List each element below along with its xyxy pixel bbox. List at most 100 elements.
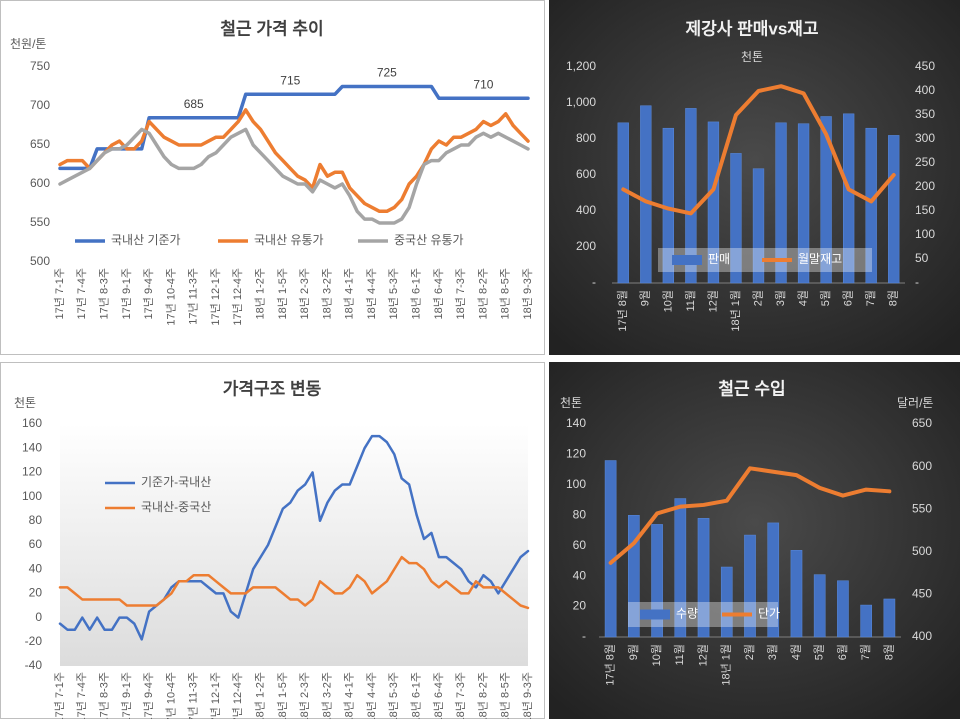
y2-tick-label: 200 <box>915 179 935 193</box>
y-tick-label: -40 <box>25 658 43 672</box>
y-tick-label: 100 <box>566 477 586 491</box>
annotation: 725 <box>377 66 397 80</box>
legend-label: 국내산-중국산 <box>141 500 211 514</box>
y-tick-label: 80 <box>573 507 587 521</box>
x-tick-label: 9월 <box>627 644 640 660</box>
y-tick-label: 600 <box>30 176 50 190</box>
y-tick-label: 40 <box>573 568 587 582</box>
y2-tick-label: 300 <box>915 131 935 145</box>
annotation: 715 <box>280 73 300 87</box>
x-tick-label: 5월 <box>813 644 826 660</box>
line-series <box>608 466 892 565</box>
y2-tick-label: 250 <box>915 155 935 169</box>
x-tick-label: 17년 12-4주 <box>231 672 244 719</box>
x-tick-label: 18년 8-5주 <box>499 268 512 319</box>
x-tick-label: 18년 3-2주 <box>320 268 333 319</box>
x-tick-label: 6월 <box>836 644 849 660</box>
x-tick-label: 18년 6-1주 <box>409 268 422 319</box>
x-tick-label: 18년 4-4주 <box>365 672 378 719</box>
x-tick-label: 17년 7-4주 <box>75 672 88 719</box>
y-tick-label: 80 <box>29 513 43 527</box>
x-tick-label: 10월 <box>650 644 663 666</box>
x-tick-label: 8월 <box>882 644 895 660</box>
x-tick-label: 18년 1-5주 <box>276 268 289 319</box>
x-tick-label: 17년 10-4주 <box>164 268 177 326</box>
y-tick-label: -20 <box>25 634 43 648</box>
bar <box>767 522 780 638</box>
y2-tick-label: 350 <box>915 107 935 121</box>
x-tick-label: 18년 8-5주 <box>499 672 512 719</box>
x-tick-label: 3월 <box>774 290 787 306</box>
x-tick-label: 18년 7-3주 <box>454 268 467 319</box>
y2-tick-label: 150 <box>915 203 935 217</box>
x-tick-label: 18년 7-3주 <box>454 672 467 719</box>
x-tick-label: 6월 <box>842 290 855 306</box>
y-tick-label: 100 <box>22 489 42 503</box>
y-tick-label: 120 <box>566 447 586 461</box>
y-tick-label: 600 <box>576 167 596 181</box>
x-tick-label: 17년 12-4주 <box>231 268 244 326</box>
x-tick-label: 17년 7-1주 <box>53 268 66 319</box>
x-tick-label: 18년 9-3주 <box>521 268 534 319</box>
bar <box>730 153 742 284</box>
x-tick-label: 18년 3-2주 <box>320 672 333 719</box>
bar <box>797 123 810 284</box>
bar <box>842 113 855 284</box>
line-series <box>58 127 530 225</box>
legend-label: 국내산 기준가 <box>111 233 181 247</box>
y2-tick-label: 450 <box>915 59 935 73</box>
x-tick-label: 18년 1월 <box>720 644 733 686</box>
x-tick-label: 18년 8-2주 <box>476 672 489 719</box>
y-tick-label: 40 <box>29 561 43 575</box>
subtitle: 천톤 <box>741 49 763 64</box>
y2-tick-label: 400 <box>912 629 932 643</box>
annotation: 685 <box>184 97 204 111</box>
y2-tick-label: 650 <box>912 416 932 430</box>
y-tick-label: 60 <box>29 537 43 551</box>
x-tick-label: 17년 11-3주 <box>187 672 200 719</box>
x-tick-label: 7월 <box>859 644 872 660</box>
legend-label: 월말재고 <box>798 252 842 266</box>
y-tick-label: 200 <box>576 239 596 253</box>
y-tick-label: 20 <box>573 599 587 613</box>
x-tick-label: 3월 <box>766 644 779 660</box>
x-tick-label: 9월 <box>639 290 652 306</box>
x-tick-label: 18년 1-5주 <box>276 672 289 719</box>
bar <box>820 116 832 284</box>
y-tick-label: 550 <box>30 215 50 229</box>
x-tick-label: 4월 <box>796 290 809 306</box>
y-tick-label: 1,200 <box>566 59 596 73</box>
x-tick-label: 17년 12-1주 <box>209 672 222 719</box>
bar <box>860 604 872 638</box>
y2-tick-label: 100 <box>915 227 935 241</box>
x-tick-label: 18년 4-4주 <box>365 268 378 319</box>
bar <box>674 498 687 638</box>
y2-tick-label: 450 <box>912 587 932 601</box>
y-tick-label: 500 <box>30 254 50 268</box>
y-tick-label: 750 <box>30 59 50 73</box>
y-tick-label: 650 <box>30 137 50 151</box>
x-tick-label: 17년 8월 <box>604 644 617 686</box>
bar <box>617 122 629 284</box>
x-tick-label: 18년 8-2주 <box>476 268 489 319</box>
y2-axis-label: 달러/톤 <box>897 396 933 410</box>
y-axis-label: 천원/톤 <box>10 36 46 51</box>
chart-title: 철근 수입 <box>718 379 785 398</box>
y-tick-label: - <box>582 629 586 643</box>
y-tick-label: 160 <box>22 416 42 430</box>
y-tick-label: 20 <box>29 586 43 600</box>
chart-title: 가격구조 변동 <box>223 379 322 398</box>
x-tick-label: 18년 5-3주 <box>387 268 400 319</box>
line-series <box>58 555 530 610</box>
x-tick-label: 17년 12-1주 <box>209 268 222 326</box>
bar <box>752 168 765 284</box>
y2-tick-label: 600 <box>912 459 932 473</box>
x-tick-label: 18년 2-3주 <box>298 672 311 719</box>
bar <box>697 518 710 638</box>
y-tick-label: 0 <box>35 610 42 624</box>
bar <box>790 550 803 638</box>
y2-tick-label: 400 <box>915 83 935 97</box>
bar <box>813 574 826 638</box>
x-tick-label: 18년 1-2주 <box>253 268 266 319</box>
